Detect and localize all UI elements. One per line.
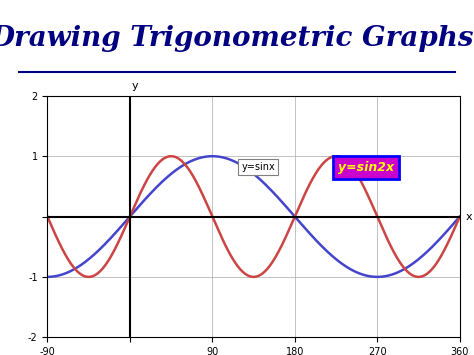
Text: y: y xyxy=(132,81,138,91)
Text: Drawing Trigonometric Graphs.: Drawing Trigonometric Graphs. xyxy=(0,25,474,52)
Text: y=sinx: y=sinx xyxy=(241,162,275,172)
Text: x: x xyxy=(465,212,472,222)
Text: y=sin2x: y=sin2x xyxy=(338,160,394,174)
